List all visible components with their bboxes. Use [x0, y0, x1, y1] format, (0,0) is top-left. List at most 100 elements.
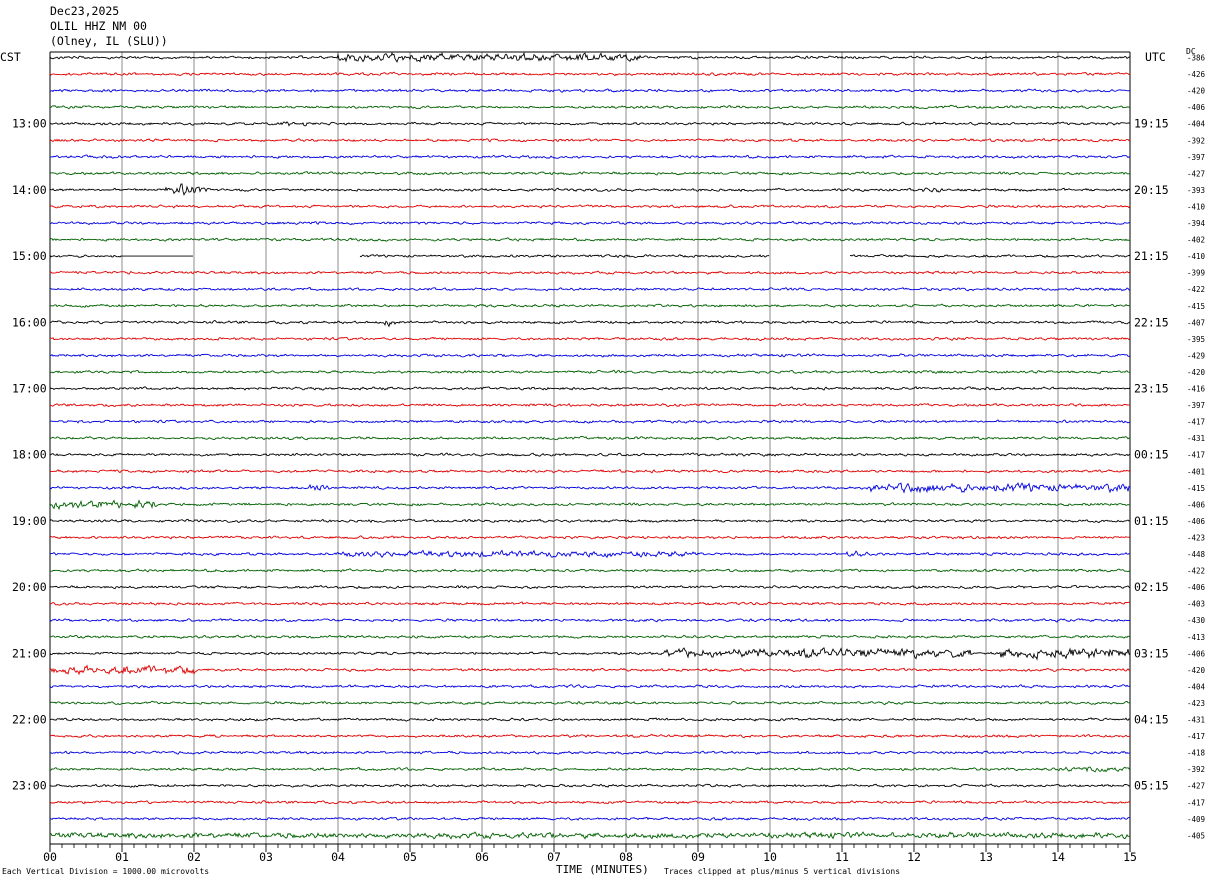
- dc-offset-label: -420: [1187, 666, 1206, 675]
- trace-row-19: [49, 369, 1131, 375]
- x-tick-label: 15: [1123, 850, 1137, 864]
- dc-offset-label: -417: [1187, 418, 1205, 427]
- trace-row-25: [49, 469, 1131, 474]
- right-hour-label: 02:15: [1134, 580, 1169, 594]
- dc-offset-label: -423: [1187, 533, 1205, 542]
- trace-row-43: [49, 766, 1131, 773]
- x-tick-label: 00: [43, 850, 57, 864]
- left-hour-label: 23:00: [12, 779, 47, 793]
- left-hour-label: 17:00: [12, 382, 47, 396]
- left-hour-label: 13:00: [12, 117, 47, 131]
- trace-row-15: [49, 303, 1131, 308]
- right-hour-label: 23:15: [1134, 382, 1169, 396]
- right-hour-label: 19:15: [1134, 117, 1169, 131]
- dc-offset-label: -401: [1187, 467, 1205, 476]
- trace-row-32: [49, 584, 1131, 590]
- dc-offset-label: -402: [1187, 236, 1205, 245]
- dc-offset-label: -430: [1187, 616, 1206, 625]
- x-tick-label: 12: [907, 850, 921, 864]
- x-tick-label: 08: [619, 850, 633, 864]
- trace-row-18: [49, 353, 1131, 358]
- header-station: OLIL HHZ NM 00: [50, 19, 147, 33]
- left-hour-label: 18:00: [12, 448, 47, 462]
- x-tick-label: 01: [115, 850, 129, 864]
- trace-row-27: [49, 499, 1130, 511]
- dc-offset-label: -403: [1187, 600, 1205, 609]
- right-hour-label: 20:15: [1134, 183, 1169, 197]
- left-hour-label: 20:00: [12, 580, 47, 594]
- dc-offset-label: -397: [1187, 153, 1205, 162]
- trace-row-47: [49, 831, 1131, 840]
- dc-offset-label: -386: [1187, 54, 1206, 63]
- x-tick-label: 05: [403, 850, 417, 864]
- dc-offset-label: -426: [1187, 70, 1206, 79]
- trace-row-7: [49, 170, 1131, 176]
- dc-offset-label: -417: [1187, 732, 1205, 741]
- trace-row-6: [49, 154, 1131, 159]
- trace-row-2: [49, 88, 1131, 93]
- dc-offset-label: -422: [1187, 567, 1205, 576]
- dc-offset-label: -417: [1187, 798, 1205, 807]
- dc-offset-label: -431: [1187, 434, 1205, 443]
- scale-note: Each Vertical Division = 1000.00 microvo…: [2, 867, 210, 876]
- dc-offset-label: -418: [1187, 749, 1206, 758]
- x-tick-label: 03: [259, 850, 273, 864]
- dc-offset-label: -410: [1187, 202, 1206, 211]
- right-timezone-label: UTC: [1145, 50, 1166, 64]
- trace-row-41: [49, 733, 1131, 739]
- trace-row-13: [49, 270, 1131, 275]
- trace-row-17: [49, 336, 1131, 341]
- dc-offset-label: -415: [1187, 302, 1205, 311]
- x-tick-label: 14: [1051, 850, 1065, 864]
- trace-row-9: [49, 204, 1131, 209]
- dc-offset-label: -393: [1187, 186, 1205, 195]
- dc-offset-label: -427: [1187, 169, 1205, 178]
- trace-row-31: [49, 568, 1131, 573]
- dc-offset-label: -407: [1187, 318, 1205, 327]
- trace-row-42: [49, 750, 1131, 755]
- trace-row-44: [49, 783, 1131, 788]
- dc-offset-label: -448: [1187, 550, 1206, 559]
- dc-offset-label: -420: [1187, 368, 1206, 377]
- trace-row-22: [49, 419, 1131, 424]
- trace-row-45: [49, 799, 1131, 805]
- dc-offset-label: -406: [1187, 517, 1206, 526]
- dc-offset-label: -405: [1187, 831, 1205, 840]
- dc-offset-label: -406: [1187, 103, 1206, 112]
- trace-row-35: [49, 634, 1131, 639]
- dc-offset-label: -395: [1187, 335, 1205, 344]
- trace-row-39: [49, 700, 1131, 706]
- left-hour-label: 22:00: [12, 713, 47, 727]
- trace-row-29: [49, 535, 1131, 540]
- dc-offset-label: -410: [1187, 252, 1206, 261]
- right-hour-label: 05:15: [1134, 779, 1169, 793]
- x-tick-label: 07: [547, 850, 561, 864]
- x-axis-title: TIME (MINUTES): [556, 863, 649, 876]
- dc-offset-label: -394: [1187, 219, 1206, 228]
- x-tick-label: 11: [835, 850, 849, 864]
- dc-offset-label: -427: [1187, 782, 1205, 791]
- dc-offset-label: -429: [1187, 351, 1205, 360]
- dc-offset-label: -404: [1187, 120, 1206, 129]
- dc-offset-label: -406: [1187, 649, 1206, 658]
- trace-row-12: [49, 254, 1131, 259]
- right-hour-label: 21:15: [1134, 249, 1169, 263]
- trace-row-5: [49, 138, 1131, 143]
- trace-row-3: [49, 104, 1131, 110]
- trace-row-8: [49, 183, 1131, 197]
- trace-row-46: [49, 816, 1131, 821]
- left-hour-label: 16:00: [12, 315, 47, 329]
- trace-row-33: [49, 601, 1131, 606]
- header-date: Dec23,2025: [50, 4, 120, 18]
- dc-offset-label: -392: [1187, 136, 1205, 145]
- dc-offset-label: -397: [1187, 401, 1205, 410]
- dc-offset-label: -416: [1187, 385, 1206, 394]
- left-hour-label: 14:00: [12, 183, 47, 197]
- dc-offset-label: -423: [1187, 699, 1205, 708]
- dc-offset-label: -406: [1187, 583, 1206, 592]
- trace-row-16: [49, 319, 1131, 328]
- trace-row-4: [49, 121, 1131, 127]
- dc-offset-label: -399: [1187, 269, 1205, 278]
- x-tick-label: 09: [691, 850, 705, 864]
